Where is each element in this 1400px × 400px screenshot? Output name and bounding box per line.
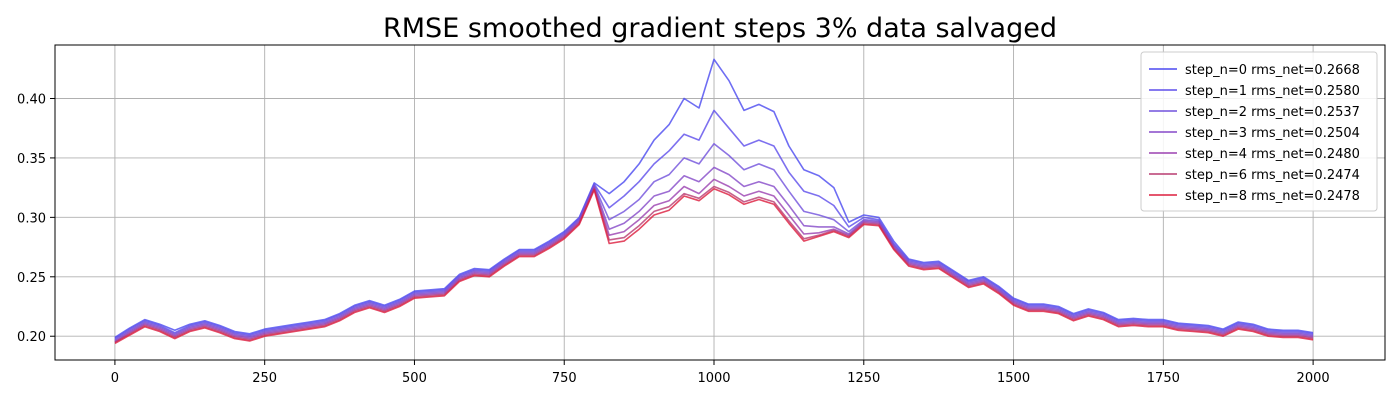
series-line-6: [114, 188, 1314, 345]
y-tick-label: 0.40: [17, 92, 46, 107]
legend-label: step_n=3 rms_net=0.2504: [1185, 126, 1360, 141]
legend-label: step_n=4 rms_net=0.2480: [1185, 147, 1360, 162]
x-tick-label: 1000: [697, 371, 730, 386]
legend: step_n=0 rms_net=0.2668 step_n=1 rms_net=…: [1140, 51, 1378, 212]
series-line-4: [114, 178, 1314, 343]
x-tick-label: 1500: [997, 371, 1030, 386]
x-tick-label: 2000: [1297, 371, 1330, 386]
x-axis-ticks: 0 250 500 750 1000 1250 1500 1750 2000: [111, 360, 1330, 386]
x-tick-label: 500: [402, 371, 427, 386]
legend-label: step_n=1 rms_net=0.2580: [1185, 84, 1360, 99]
series-line-2: [114, 142, 1314, 341]
y-tick-label: 0.30: [17, 211, 46, 226]
x-tick-label: 750: [552, 371, 577, 386]
x-tick-label: 1750: [1147, 371, 1180, 386]
series-lines: [114, 58, 1314, 345]
series-line-1: [114, 109, 1314, 340]
y-tick-label: 0.25: [17, 271, 46, 286]
legend-label: step_n=0 rms_net=0.2668: [1185, 63, 1360, 78]
x-tick-label: 250: [252, 371, 277, 386]
y-axis-ticks: 0.20 0.25 0.30 0.35 0.40: [17, 92, 55, 345]
legend-label: step_n=8 rms_net=0.2478: [1185, 189, 1360, 204]
y-tick-label: 0.35: [17, 152, 46, 167]
chart-title: RMSE smoothed gradient steps 3% data sal…: [383, 13, 1057, 44]
x-tick-label: 1250: [847, 371, 880, 386]
series-line-5: [114, 185, 1314, 343]
legend-box: [1140, 51, 1378, 212]
plot-area-frame: [54, 44, 1386, 361]
legend-label: step_n=6 rms_net=0.2474: [1185, 168, 1360, 183]
legend-label: step_n=2 rms_net=0.2537: [1185, 105, 1360, 120]
series-line-0: [114, 58, 1314, 339]
series-line-3: [114, 166, 1314, 342]
y-tick-label: 0.20: [17, 330, 46, 345]
x-tick-label: 0: [111, 371, 119, 386]
